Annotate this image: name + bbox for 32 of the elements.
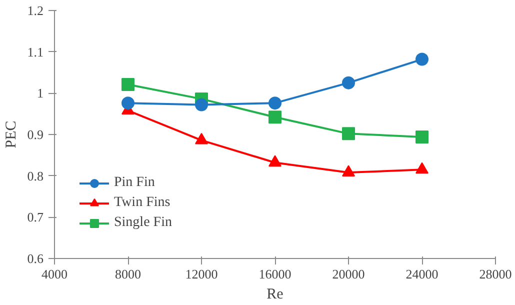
point (268, 155, 282, 167)
x-axis-title: Re (266, 286, 284, 302)
y-tick-label: 1 (37, 86, 44, 101)
point (268, 110, 282, 124)
y-tick-label: 0.8 (27, 168, 44, 184)
point (416, 130, 428, 144)
y-tick-label: 1.2 (27, 3, 44, 18)
x-tick-label: 24000 (406, 266, 438, 282)
x-tick-label: 4000 (42, 266, 68, 282)
point (342, 127, 355, 140)
y-axis-title: PEC (3, 120, 20, 148)
point (342, 165, 355, 176)
point (268, 96, 282, 110)
x-tick-label: 20000 (332, 266, 365, 282)
x-tick-label: 12000 (185, 266, 218, 282)
y-tick-label: 0.9 (27, 127, 44, 142)
y-tick-label: 0.7 (27, 210, 44, 225)
y-tick-label: 0.6 (27, 251, 44, 266)
point (342, 76, 355, 90)
point (416, 52, 428, 66)
x-tick-label: 28000 (479, 266, 512, 282)
legend-label: Pin Fin (114, 175, 155, 191)
x-tick-label: 16000 (258, 266, 292, 282)
point (195, 98, 208, 112)
point (195, 132, 208, 144)
y-tick-label: 1.1 (27, 44, 44, 60)
x-tick-label: 8000 (115, 266, 141, 282)
legend-label: Twin Fins (114, 195, 170, 211)
point (416, 162, 428, 174)
legend-label: Single Fin (114, 215, 172, 231)
point (122, 96, 134, 110)
point (122, 78, 134, 91)
